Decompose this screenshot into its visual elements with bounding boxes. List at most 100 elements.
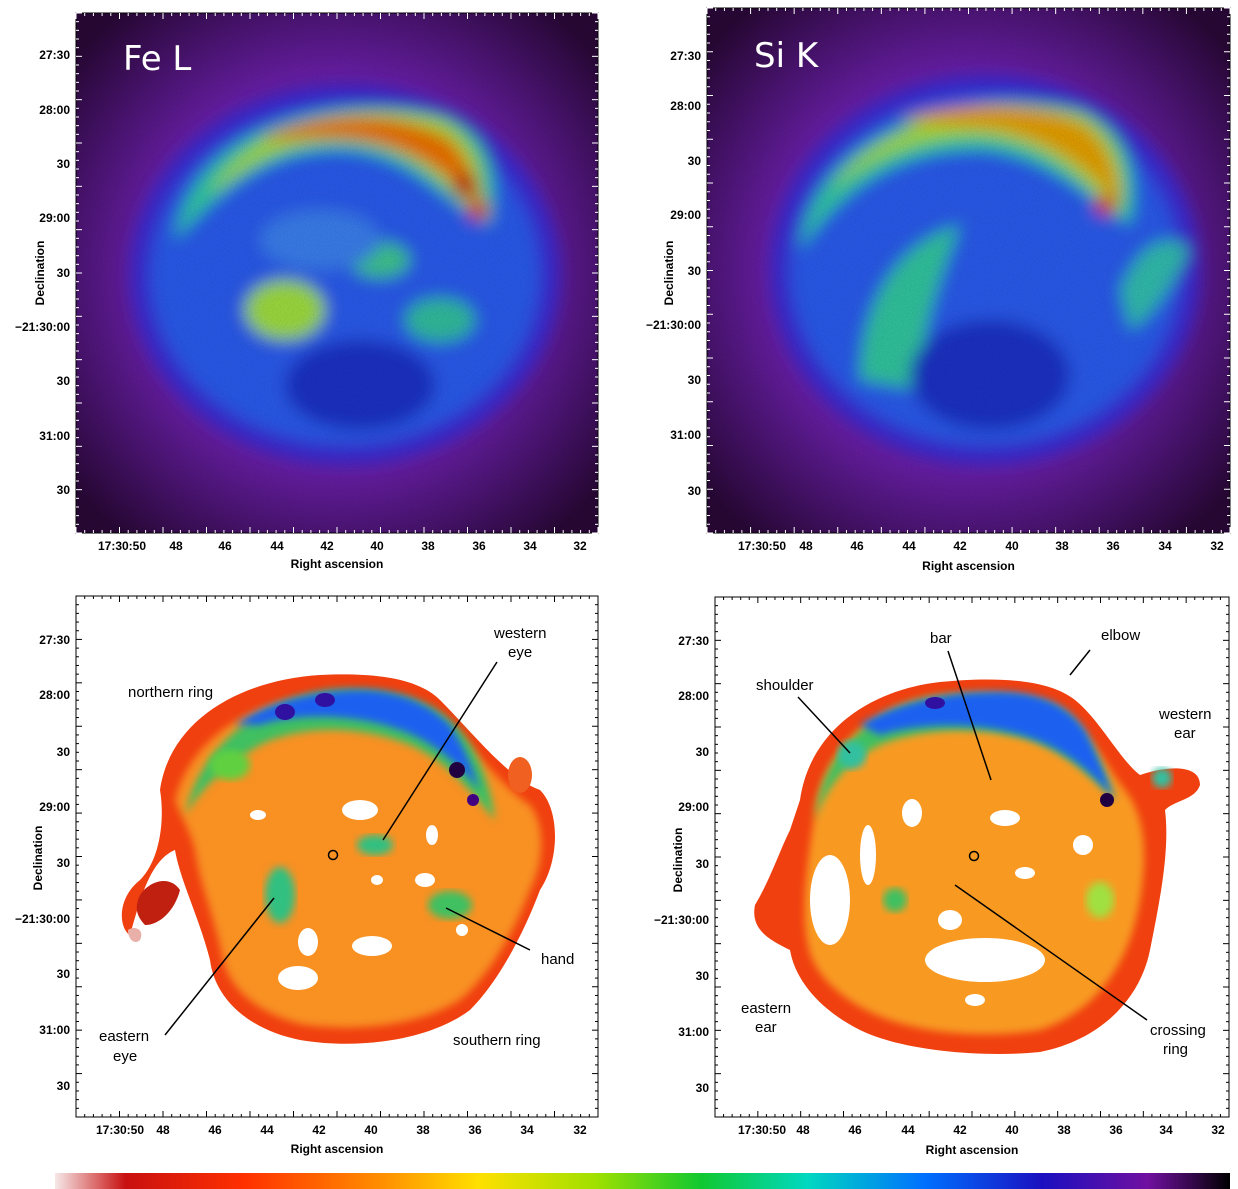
- elbow-label: elbow: [1101, 627, 1140, 644]
- southern-ring-label: southern ring: [453, 1032, 541, 1049]
- ra-tick-label: 32: [573, 1123, 587, 1137]
- elbow-pointer: [1069, 649, 1091, 676]
- crossing-ring-label-line1: crossing: [1150, 1022, 1206, 1039]
- ra-tick-label: 36: [468, 1123, 482, 1137]
- eastern-eye-label-line2: eye: [113, 1048, 137, 1065]
- dec-tick-label: 30: [57, 745, 71, 759]
- ra-tick-label: 48: [156, 1123, 170, 1137]
- western-eye-label-line1: western: [493, 625, 547, 642]
- dec-tick-label: 28:00: [678, 689, 709, 703]
- ra-tick-label: 42: [953, 1123, 967, 1137]
- eastern-eye-pointer: [164, 897, 275, 1036]
- si-k-label: Si K: [754, 36, 820, 76]
- ra-tick-label: 36: [1109, 1123, 1123, 1137]
- ra-tick-label: 17:30:50: [96, 1123, 144, 1137]
- si-k-axes: 17:30:50 48 46 44 42 40 38 36 34 32 27:30 28:00 30 29…: [646, 7, 1231, 573]
- ra-tick-label: 40: [364, 1123, 378, 1137]
- dec-tick-label: 30: [696, 969, 710, 983]
- eastern-ear-label-line2: ear: [755, 1019, 777, 1036]
- western-ear-label-line2: ear: [1174, 725, 1196, 742]
- dec-tick-label: 30: [696, 745, 710, 759]
- dec-tick-label: 29:00: [670, 208, 701, 222]
- dec-tick-label: −21:30:00: [654, 913, 709, 927]
- dec-tick-label: 30: [57, 967, 71, 981]
- ra-tick-label: 40: [370, 539, 384, 553]
- fe-map-annotations: northern ring western eye hand eastern e…: [99, 625, 574, 1065]
- si-map-panel: 17:30:50 48 46 44 42 40 38 36 34 32 27:30 28:00 30 29…: [654, 596, 1230, 1157]
- ra-tick-label: 38: [416, 1123, 430, 1137]
- dec-tick-label: 27:30: [39, 633, 70, 647]
- ra-tick-label: 46: [848, 1123, 862, 1137]
- fe-l-label: Fe L: [123, 39, 191, 79]
- ra-tick-label: 38: [421, 539, 435, 553]
- y-axis-label: Declination: [33, 241, 47, 306]
- ra-tick-label: 34: [1158, 539, 1172, 553]
- ra-tick-label: 46: [850, 539, 864, 553]
- x-axis-label: Right ascension: [291, 557, 384, 571]
- hand-label: hand: [541, 951, 574, 968]
- dec-tick-label: 30: [57, 483, 71, 497]
- ra-tick-label: 17:30:50: [738, 1123, 786, 1137]
- ra-tick-label: 36: [1106, 539, 1120, 553]
- ra-tick-label: 46: [208, 1123, 222, 1137]
- ra-tick-label: 44: [902, 539, 916, 553]
- dec-tick-label: 27:30: [670, 49, 701, 63]
- ra-tick-label: 38: [1055, 539, 1069, 553]
- bar-label: bar: [930, 630, 952, 647]
- western-eye-label-line2: eye: [508, 644, 532, 661]
- ra-tick-label: 44: [260, 1123, 274, 1137]
- ra-tick-label: 40: [1005, 539, 1019, 553]
- ra-tick-label: 36: [472, 539, 486, 553]
- si-k-image: [707, 8, 1230, 533]
- ra-tick-label: 42: [953, 539, 967, 553]
- dec-tick-label: 30: [688, 484, 702, 498]
- fe-map-panel: 17:30:50 48 46 44 42 40 38 36 34 32 27:30 28:00 30 29…: [15, 595, 599, 1156]
- dec-tick-label: 30: [57, 157, 71, 171]
- dec-tick-label: −21:30:00: [15, 912, 70, 926]
- y-axis-label: Declination: [31, 826, 45, 891]
- x-axis-label: Right ascension: [291, 1142, 384, 1156]
- ra-tick-label: 48: [169, 539, 183, 553]
- bar-pointer: [947, 650, 992, 781]
- ra-tick-label: 32: [1210, 539, 1224, 553]
- fe-map-image: [121, 674, 555, 1044]
- dec-tick-label: 30: [688, 373, 702, 387]
- ra-tick-label: 34: [1159, 1123, 1173, 1137]
- crossing-ring-label-line2: ring: [1163, 1041, 1188, 1058]
- dec-tick-label: −21:30:00: [646, 318, 701, 332]
- dec-tick-label: 28:00: [670, 99, 701, 113]
- ra-tick-label: 32: [573, 539, 587, 553]
- northern-ring-label: northern ring: [128, 684, 213, 701]
- dec-tick-label: 29:00: [39, 800, 70, 814]
- dec-tick-label: 31:00: [39, 429, 70, 443]
- dec-tick-label: 31:00: [39, 1023, 70, 1037]
- dec-tick-label: −21:30:00: [15, 320, 70, 334]
- ra-tick-label: 34: [523, 539, 537, 553]
- dec-tick-label: 30: [57, 1079, 71, 1093]
- ra-tick-label: 40: [1005, 1123, 1019, 1137]
- dec-tick-label: 30: [688, 264, 702, 278]
- si-k-panel: Si K 17:30:50 48 46 44 42 40 38 36 34 32 27:30 28:0…: [646, 7, 1231, 573]
- dec-tick-label: 31:00: [670, 428, 701, 442]
- dec-tick-label: 29:00: [39, 211, 70, 225]
- x-axis-label: Right ascension: [926, 1143, 1019, 1157]
- dec-tick-label: 30: [57, 266, 71, 280]
- dec-tick-label: 27:30: [39, 48, 70, 62]
- dec-tick-label: 31:00: [678, 1025, 709, 1039]
- ra-tick-label: 42: [312, 1123, 326, 1137]
- si-map-image: [754, 679, 1200, 1054]
- ra-tick-label: 48: [799, 539, 813, 553]
- ra-tick-label: 34: [520, 1123, 534, 1137]
- si-map-axes: 17:30:50 48 46 44 42 40 38 36 34 32 27:30 28:00 30 29…: [654, 596, 1230, 1157]
- dec-tick-label: 30: [57, 374, 71, 388]
- fe-l-axes: 17:30:50 48 46 44 42 40 38 36 34 32 27:30 28:00 30 29…: [15, 12, 599, 571]
- dec-tick-label: 30: [688, 154, 702, 168]
- ra-tick-label: 44: [901, 1123, 915, 1137]
- dec-tick-label: 27:30: [678, 634, 709, 648]
- ra-tick-label: 42: [320, 539, 334, 553]
- dec-tick-label: 28:00: [39, 103, 70, 117]
- ra-tick-label: 38: [1057, 1123, 1071, 1137]
- dec-tick-label: 28:00: [39, 688, 70, 702]
- ra-tick-label: 17:30:50: [98, 539, 146, 553]
